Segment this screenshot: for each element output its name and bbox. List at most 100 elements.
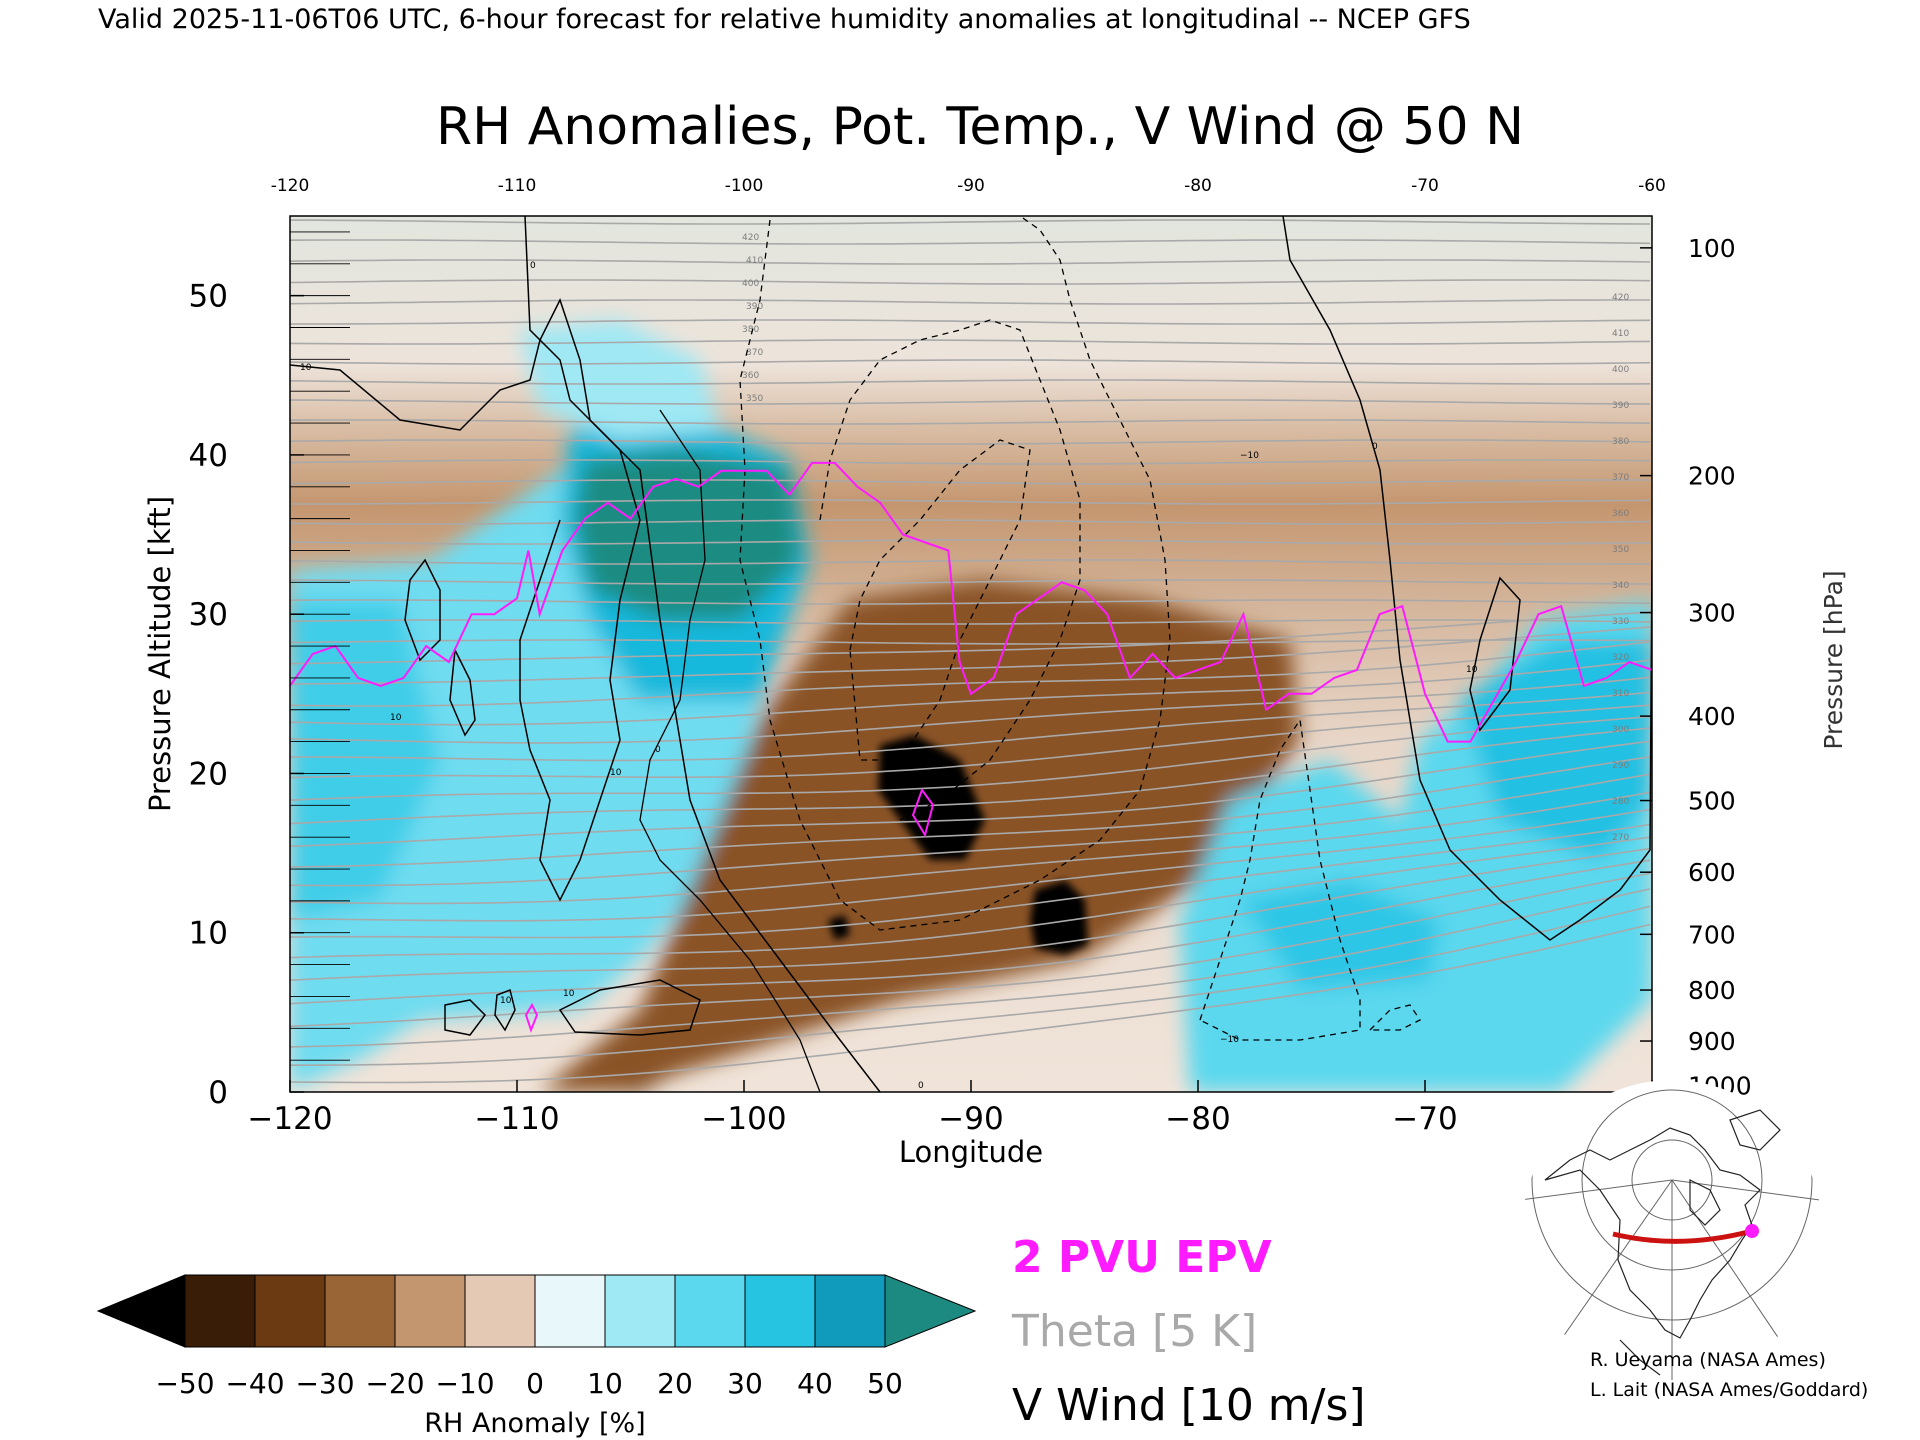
colorbar-min-arrow bbox=[96, 1274, 186, 1348]
y-tick-label: 20 bbox=[189, 756, 228, 792]
colorbar-tick-label: 50 bbox=[867, 1367, 903, 1400]
colorbar-max-arrow bbox=[884, 1274, 977, 1348]
theta-contour bbox=[290, 756, 1651, 868]
theta-label: 310 bbox=[1612, 689, 1629, 699]
x-tick-label: −110 bbox=[474, 1101, 559, 1137]
theta-contour bbox=[290, 626, 1651, 685]
theta-contour-labels: 420 420 410 410 400 400 390 390 380 380 370 370 360 3… bbox=[742, 233, 1629, 843]
theta-label: 400 bbox=[742, 279, 759, 289]
vwind-closed-contour-sw-c bbox=[558, 979, 701, 1036]
legend: 2 PVU EPV Theta [5 K] V Wind [10 m/s] bbox=[1011, 1232, 1366, 1431]
moist-pocket-upper bbox=[520, 320, 720, 440]
theta-contour bbox=[290, 641, 1651, 707]
y-tick-label: 40 bbox=[189, 438, 228, 474]
theta-contour bbox=[290, 836, 1651, 959]
vwind-label: 10 bbox=[610, 768, 622, 778]
theta-contour bbox=[290, 419, 1651, 425]
moist-core-east bbox=[1460, 640, 1652, 860]
colorbar-tick-label: 40 bbox=[797, 1367, 833, 1400]
theta-contour bbox=[290, 579, 1651, 585]
colorbar-swatch bbox=[604, 1274, 676, 1348]
credit-line-1: R. Ueyama (NASA Ames) bbox=[1590, 1349, 1826, 1371]
colorbar-tick-label: −10 bbox=[435, 1367, 494, 1400]
theta-label: 300 bbox=[1612, 725, 1629, 735]
vwind-closed-contour-nw-b bbox=[449, 647, 476, 737]
vwind-label: 10 bbox=[500, 996, 512, 1006]
theta-contour bbox=[290, 439, 1651, 445]
credit-line-2: L. Lait (NASA Ames/Goddard) bbox=[1590, 1379, 1868, 1401]
x-tick-label: −100 bbox=[701, 1101, 786, 1137]
x-top-tick-label: -80 bbox=[1184, 176, 1212, 196]
theta-contour bbox=[290, 704, 1651, 779]
theta-label: 380 bbox=[1612, 437, 1629, 447]
colorbar-swatch bbox=[254, 1274, 326, 1348]
vwind-minus10-contour-d bbox=[1199, 718, 1361, 1041]
theta-label: 400 bbox=[1612, 365, 1629, 375]
theta-contour bbox=[290, 639, 1651, 645]
colorbar-tick-label: −40 bbox=[225, 1367, 284, 1400]
theta-contour bbox=[290, 872, 1651, 1028]
theta-contour bbox=[290, 715, 1651, 801]
theta-contour bbox=[290, 888, 1651, 1048]
theta-label: 410 bbox=[746, 256, 763, 266]
y-tick-label: 30 bbox=[189, 597, 228, 633]
x-tick-label: −90 bbox=[938, 1101, 1003, 1137]
vwind-label: 10 bbox=[300, 363, 312, 373]
x-top-tick-label: -120 bbox=[271, 176, 310, 196]
theta-contour bbox=[290, 559, 1651, 565]
y-right-tick-label: 100 bbox=[1688, 234, 1736, 263]
theta-contour bbox=[290, 847, 1651, 981]
vwind-zero-contour-east bbox=[1282, 216, 1652, 941]
y-tick-label: 10 bbox=[189, 916, 228, 952]
theta-contour bbox=[290, 676, 1651, 744]
theta-contour bbox=[290, 727, 1651, 825]
theta-label: 360 bbox=[742, 371, 759, 381]
theta-contour bbox=[290, 823, 1651, 939]
y-right-tick-label: 400 bbox=[1688, 702, 1736, 731]
theta-label: 380 bbox=[742, 325, 759, 335]
theta-label: 350 bbox=[746, 394, 763, 404]
legend-item-vwind: V Wind [10 m/s] bbox=[1012, 1380, 1366, 1431]
vwind-label: 0 bbox=[530, 261, 536, 271]
colorbar-tick-label: 30 bbox=[727, 1367, 763, 1400]
y-right-tick-label: 200 bbox=[1688, 462, 1736, 491]
theta-contour bbox=[290, 339, 1651, 345]
colorbar-swatch bbox=[674, 1274, 746, 1348]
theta-contour bbox=[290, 539, 1651, 545]
inset-map bbox=[1522, 1080, 1821, 1380]
x-top-tick-label: -90 bbox=[957, 176, 985, 196]
colorbar-swatch bbox=[464, 1274, 536, 1348]
theta-label: 320 bbox=[1612, 653, 1629, 663]
x-tick-label: −80 bbox=[1165, 1101, 1230, 1137]
legend-item-pvu: 2 PVU EPV bbox=[1012, 1232, 1272, 1283]
colorbar-tick-label: −30 bbox=[295, 1367, 354, 1400]
colorbar: −50 −40 −30 −20 −10 0 10 20 30 40 50 bbox=[96, 1274, 977, 1400]
theta-label: 270 bbox=[1612, 833, 1629, 843]
theta-contour bbox=[290, 279, 1651, 285]
theta-contour bbox=[290, 499, 1651, 505]
vwind-contours bbox=[290, 216, 1652, 1092]
colorbar-swatch bbox=[324, 1274, 396, 1348]
inset-map-location-marker bbox=[1745, 1224, 1759, 1238]
vwind-closed-contour-nw bbox=[404, 558, 441, 662]
y-tick-label: 0 bbox=[208, 1075, 228, 1111]
vwind-label: −10 bbox=[1240, 451, 1259, 461]
colorbar-swatch bbox=[394, 1274, 466, 1348]
theta-contour bbox=[290, 611, 1651, 665]
colorbar-tick-label: −20 bbox=[365, 1367, 424, 1400]
y-right-tick-label: 700 bbox=[1688, 920, 1736, 949]
x-tick-label: −120 bbox=[247, 1101, 332, 1137]
theta-contour bbox=[290, 299, 1650, 305]
vwind-label: 0 bbox=[1372, 442, 1378, 452]
y-right-tick-label: 600 bbox=[1688, 858, 1736, 887]
pvu-closed-contour-a bbox=[911, 787, 935, 838]
theta-contour bbox=[290, 740, 1651, 848]
x-axis-top: -120 -110 -100 -90 -80 -70 -60 bbox=[271, 176, 1666, 196]
vwind-zero-contour-west bbox=[524, 216, 881, 1092]
theta-contour bbox=[290, 599, 1651, 605]
x-tick-label: −70 bbox=[1392, 1101, 1457, 1137]
theta-contour bbox=[290, 219, 1651, 225]
theta-label: 350 bbox=[1612, 545, 1629, 555]
theta-contour bbox=[290, 519, 1651, 525]
